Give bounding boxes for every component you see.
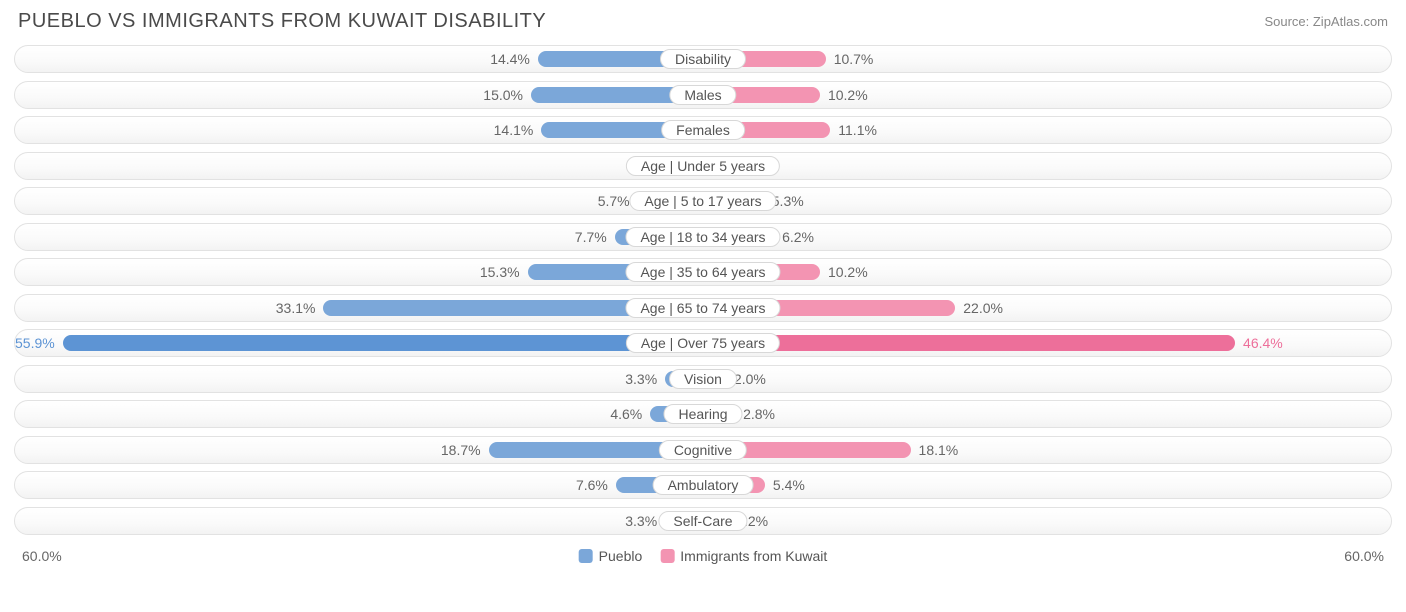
bar-left-value: 15.3% bbox=[480, 264, 520, 280]
bar-right-value: 2.0% bbox=[734, 371, 766, 387]
chart-row: 3.3% 2.0%Vision bbox=[14, 365, 1392, 393]
chart-container: PUEBLO VS IMMIGRANTS FROM KUWAIT DISABIL… bbox=[0, 0, 1406, 574]
chart-footer: 60.0% Pueblo Immigrants from Kuwait 60.0… bbox=[0, 546, 1406, 574]
row-category-label: Hearing bbox=[663, 404, 742, 424]
bar-right-half: 2.8% bbox=[703, 401, 1391, 427]
chart-row: 5.7% 5.3%Age | 5 to 17 years bbox=[14, 187, 1392, 215]
bar-left-half: 14.1% bbox=[15, 117, 703, 143]
bar-right-value: 22.0% bbox=[963, 300, 1003, 316]
chart-area: 14.4% 10.7% Disability 15.0% 10.2% Males 14.1%… bbox=[0, 39, 1406, 546]
bar-left-half: 1.3% bbox=[15, 153, 703, 179]
bar-left-value: 4.6% bbox=[610, 406, 642, 422]
bar-right-half: 5.3% bbox=[703, 188, 1391, 214]
chart-row: 7.7% 6.2%Age | 18 to 34 years bbox=[14, 223, 1392, 251]
legend: Pueblo Immigrants from Kuwait bbox=[579, 548, 828, 564]
bar-right-half: 2.0% bbox=[703, 366, 1391, 392]
row-category-label: Age | Under 5 years bbox=[626, 156, 780, 176]
bar-right-half: 6.2% bbox=[703, 224, 1391, 250]
bar-left-value: 7.7% bbox=[575, 229, 607, 245]
bar-right-half: 11.1% bbox=[703, 117, 1391, 143]
bar-left-half: 14.4% bbox=[15, 46, 703, 72]
bar-left bbox=[63, 335, 703, 351]
bar-left-half: 18.7% bbox=[15, 437, 703, 463]
chart-row: 3.3% 2.2%Self-Care bbox=[14, 507, 1392, 535]
bar-left-half: 4.6% bbox=[15, 401, 703, 427]
bar-right-value: 10.7% bbox=[834, 51, 874, 67]
chart-row: 14.1% 11.1% Females bbox=[14, 116, 1392, 144]
axis-left-max: 60.0% bbox=[22, 548, 62, 564]
row-category-label: Age | 65 to 74 years bbox=[625, 298, 780, 318]
bar-right-half: 10.2% bbox=[703, 82, 1391, 108]
bar-left-half: 55.9% bbox=[15, 330, 703, 356]
bar-right-half: 10.7% bbox=[703, 46, 1391, 72]
bar-left-value: 3.3% bbox=[625, 371, 657, 387]
bar-left-half: 3.3% bbox=[15, 366, 703, 392]
bar-left-value: 18.7% bbox=[441, 442, 481, 458]
row-category-label: Vision bbox=[669, 369, 737, 389]
legend-item-left: Pueblo bbox=[579, 548, 643, 564]
bar-right-value: 10.2% bbox=[828, 264, 868, 280]
bar-left-half: 7.6% bbox=[15, 472, 703, 498]
row-category-label: Ambulatory bbox=[653, 475, 754, 495]
chart-row: 15.3% 10.2% Age | 35 to 64 years bbox=[14, 258, 1392, 286]
bar-right-value: 18.1% bbox=[919, 442, 959, 458]
bar-left-half: 7.7% bbox=[15, 224, 703, 250]
bar-left-value: 15.0% bbox=[483, 87, 523, 103]
legend-label-left: Pueblo bbox=[599, 548, 643, 564]
chart-row: 4.6% 2.8%Hearing bbox=[14, 400, 1392, 428]
legend-label-right: Immigrants from Kuwait bbox=[680, 548, 827, 564]
bar-right-value: 5.4% bbox=[773, 477, 805, 493]
bar-left-half: 15.0% bbox=[15, 82, 703, 108]
page-title: PUEBLO VS IMMIGRANTS FROM KUWAIT DISABIL… bbox=[18, 10, 546, 33]
row-category-label: Females bbox=[661, 120, 745, 140]
row-category-label: Males bbox=[669, 85, 736, 105]
bar-right-half: 46.4% bbox=[703, 330, 1391, 356]
bar-left-value: 14.4% bbox=[490, 51, 530, 67]
source-attribution: Source: ZipAtlas.com bbox=[1264, 10, 1388, 29]
bar-left-value: 3.3% bbox=[625, 513, 657, 529]
bar-right-value: 2.8% bbox=[743, 406, 775, 422]
chart-row: 33.1% 22.0% Age | 65 to 74 years bbox=[14, 294, 1392, 322]
bar-left-value: 14.1% bbox=[494, 122, 534, 138]
bar-right bbox=[703, 335, 1235, 351]
chart-row: 55.9% 46.4% Age | Over 75 years bbox=[14, 329, 1392, 357]
row-category-label: Cognitive bbox=[659, 440, 747, 460]
chart-row: 15.0% 10.2% Males bbox=[14, 81, 1392, 109]
bar-left-half: 15.3% bbox=[15, 259, 703, 285]
row-category-label: Age | 18 to 34 years bbox=[625, 227, 780, 247]
bar-left-value: 5.7% bbox=[598, 193, 630, 209]
row-category-label: Age | Over 75 years bbox=[626, 333, 780, 353]
bar-right-half: 22.0% bbox=[703, 295, 1391, 321]
row-category-label: Age | 35 to 64 years bbox=[625, 262, 780, 282]
bar-left-half: 5.7% bbox=[15, 188, 703, 214]
bar-right-value: 6.2% bbox=[782, 229, 814, 245]
row-category-label: Self-Care bbox=[658, 511, 747, 531]
bar-left-value: 55.9% bbox=[15, 335, 55, 351]
bar-right-value: 11.1% bbox=[838, 122, 877, 138]
chart-row: 18.7% 18.1% Cognitive bbox=[14, 436, 1392, 464]
bar-left-half: 33.1% bbox=[15, 295, 703, 321]
legend-swatch-right bbox=[660, 549, 674, 563]
bar-right-half: 2.2% bbox=[703, 508, 1391, 534]
header: PUEBLO VS IMMIGRANTS FROM KUWAIT DISABIL… bbox=[0, 0, 1406, 39]
row-category-label: Age | 5 to 17 years bbox=[629, 191, 776, 211]
bar-right-half: 10.2% bbox=[703, 259, 1391, 285]
chart-row: 7.6% 5.4% Ambulatory bbox=[14, 471, 1392, 499]
bar-left-half: 3.3% bbox=[15, 508, 703, 534]
legend-swatch-left bbox=[579, 549, 593, 563]
bar-right-half: 18.1% bbox=[703, 437, 1391, 463]
bar-right-value: 10.2% bbox=[828, 87, 868, 103]
axis-right-max: 60.0% bbox=[1344, 548, 1384, 564]
bar-left-value: 33.1% bbox=[276, 300, 316, 316]
bar-right-value: 5.3% bbox=[772, 193, 804, 209]
chart-row: 14.4% 10.7% Disability bbox=[14, 45, 1392, 73]
bar-right-half: 5.4% bbox=[703, 472, 1391, 498]
bar-right-half: 1.2% bbox=[703, 153, 1391, 179]
row-category-label: Disability bbox=[660, 49, 746, 69]
bar-right-value: 46.4% bbox=[1243, 335, 1283, 351]
legend-item-right: Immigrants from Kuwait bbox=[660, 548, 827, 564]
bar-left-value: 7.6% bbox=[576, 477, 608, 493]
chart-row: 1.3%1.2%Age | Under 5 years bbox=[14, 152, 1392, 180]
